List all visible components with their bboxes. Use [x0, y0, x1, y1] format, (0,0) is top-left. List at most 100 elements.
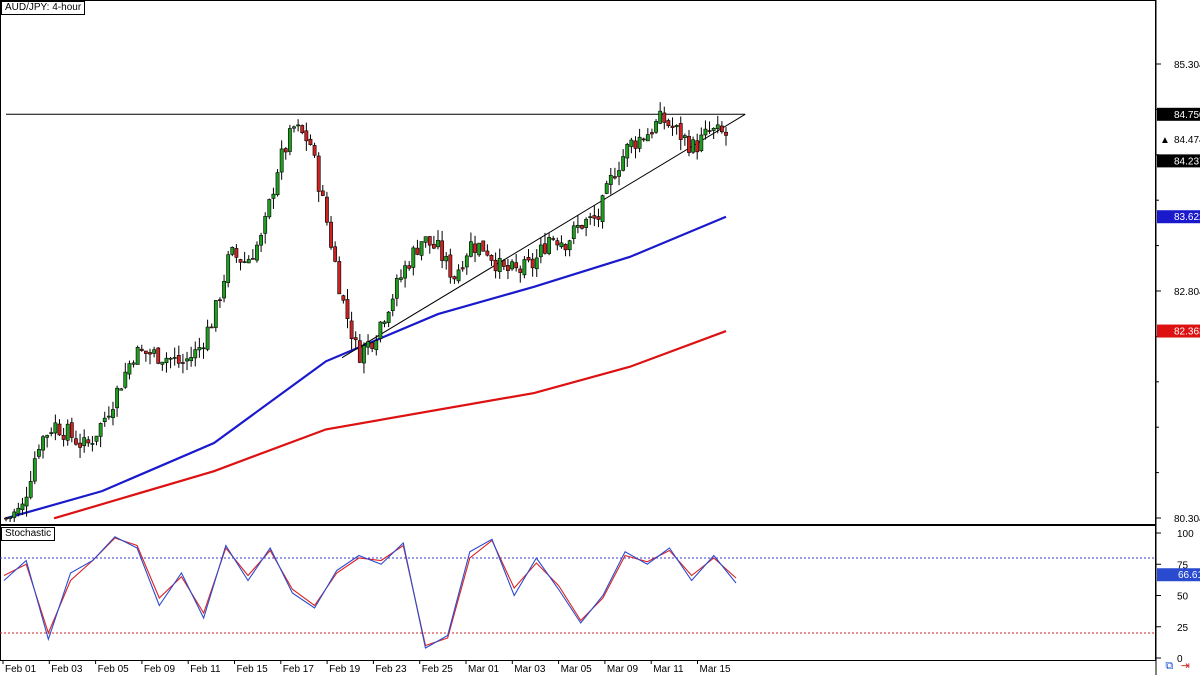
candle-body: [333, 246, 338, 262]
candle-body: [135, 347, 140, 365]
candle-body: [464, 255, 469, 268]
candle-body: [49, 432, 54, 435]
candle-body: [506, 265, 510, 272]
candle-body: [510, 261, 514, 270]
candle-body: [78, 442, 82, 448]
candle-body: [497, 257, 502, 272]
candle-body: [341, 295, 346, 301]
candle-body: [111, 409, 115, 418]
candle-body: [292, 126, 296, 129]
candle-body: [390, 298, 395, 311]
chart-title: AUD/JPY: 4-hour: [1, 1, 86, 15]
candle-body: [226, 254, 231, 284]
stoch-current-tag-bg: [1157, 568, 1200, 582]
candle-body: [637, 136, 642, 149]
candle-body: [362, 345, 366, 364]
x-tick-label-date: Mar 11: [653, 664, 684, 675]
stoch-d-line: [3, 537, 737, 647]
candle-body: [382, 321, 387, 324]
candle-body: [645, 134, 650, 142]
candle-body: [575, 224, 580, 228]
candle-body: [115, 387, 119, 409]
stoch-tick-label: 50: [1177, 592, 1189, 603]
stoch-current-tag: 66.61: [1178, 570, 1200, 581]
sync-icon[interactable]: ⧉: [1165, 659, 1174, 672]
candle-body: [440, 240, 445, 261]
candle-body: [345, 299, 350, 319]
ma100-line: [5, 215, 727, 520]
candles-group: [4, 102, 728, 522]
candle-body: [399, 277, 403, 280]
candle-body: [143, 350, 148, 354]
price-tag: 83.622: [1174, 212, 1200, 223]
x-tick-label-date: Mar 03: [514, 664, 546, 675]
candle-body: [263, 216, 268, 234]
candle-body: [580, 225, 584, 229]
candle-body: [403, 265, 407, 279]
candle-body: [131, 362, 136, 365]
candle-body: [325, 196, 329, 223]
x-tick-label-date: Feb 19: [329, 664, 361, 675]
candle-body: [386, 311, 391, 323]
candle-body: [370, 342, 375, 349]
candle-body: [555, 240, 560, 246]
candle-body: [160, 361, 165, 365]
candle-body: [366, 341, 370, 348]
ma200-line: [53, 330, 727, 520]
x-tick-label-date: Mar 09: [607, 664, 639, 675]
candle-body: [423, 236, 428, 243]
candle-body: [567, 240, 572, 251]
candle-body: [378, 321, 383, 339]
stochastic-pane-frame: [0, 525, 1156, 661]
candle-body: [481, 240, 486, 252]
candle-body: [246, 259, 251, 264]
candle-body: [563, 244, 568, 251]
candle-body: [547, 237, 551, 254]
candle-body: [534, 257, 539, 270]
candle-body: [695, 140, 700, 153]
candle-body: [222, 280, 226, 299]
candle-body: [658, 110, 663, 124]
candle-body: [234, 248, 239, 258]
stoch-tick-label: 75: [1177, 560, 1189, 571]
candle-body: [469, 241, 473, 257]
stoch-tick-label: 25: [1177, 623, 1189, 634]
price-pane-frame: [0, 0, 1156, 525]
x-tick-label-date: Feb 17: [283, 664, 315, 675]
price-tag-bg: [1157, 132, 1200, 146]
candle-body: [250, 258, 255, 260]
candle-body: [448, 254, 453, 278]
candle-body: [123, 371, 128, 388]
x-tick-label-date: Feb 09: [144, 664, 176, 675]
candle-body: [304, 130, 309, 142]
x-tick-label-date: Feb 15: [237, 664, 269, 675]
price-tag: 84.237: [1174, 156, 1200, 167]
candle-body: [189, 357, 194, 362]
candle-body: [522, 259, 527, 276]
candle-body: [156, 347, 161, 364]
candle-body: [724, 131, 728, 136]
x-tick-label-date: Feb 05: [98, 664, 130, 675]
x-tick-label-date: Feb 23: [375, 664, 407, 675]
candle-body: [374, 340, 379, 350]
candle-body: [452, 276, 457, 280]
candle-body: [600, 195, 605, 222]
collapse-arrow-icon[interactable]: ⇥: [1180, 659, 1190, 672]
price-tag: 82.363: [1174, 327, 1200, 338]
candle-body: [308, 138, 313, 145]
candle-body: [86, 439, 91, 444]
candle-body: [353, 337, 358, 341]
candle-body: [514, 262, 519, 269]
candle-body: [176, 355, 181, 364]
candle-body: [94, 435, 99, 442]
candle-body: [415, 247, 420, 255]
candle-body: [682, 135, 687, 138]
candle-body: [707, 130, 712, 132]
candle-body: [460, 267, 465, 270]
candle-body: [687, 135, 691, 153]
candle-body: [715, 124, 720, 130]
candle-body: [197, 347, 202, 351]
candle-body: [329, 221, 333, 248]
